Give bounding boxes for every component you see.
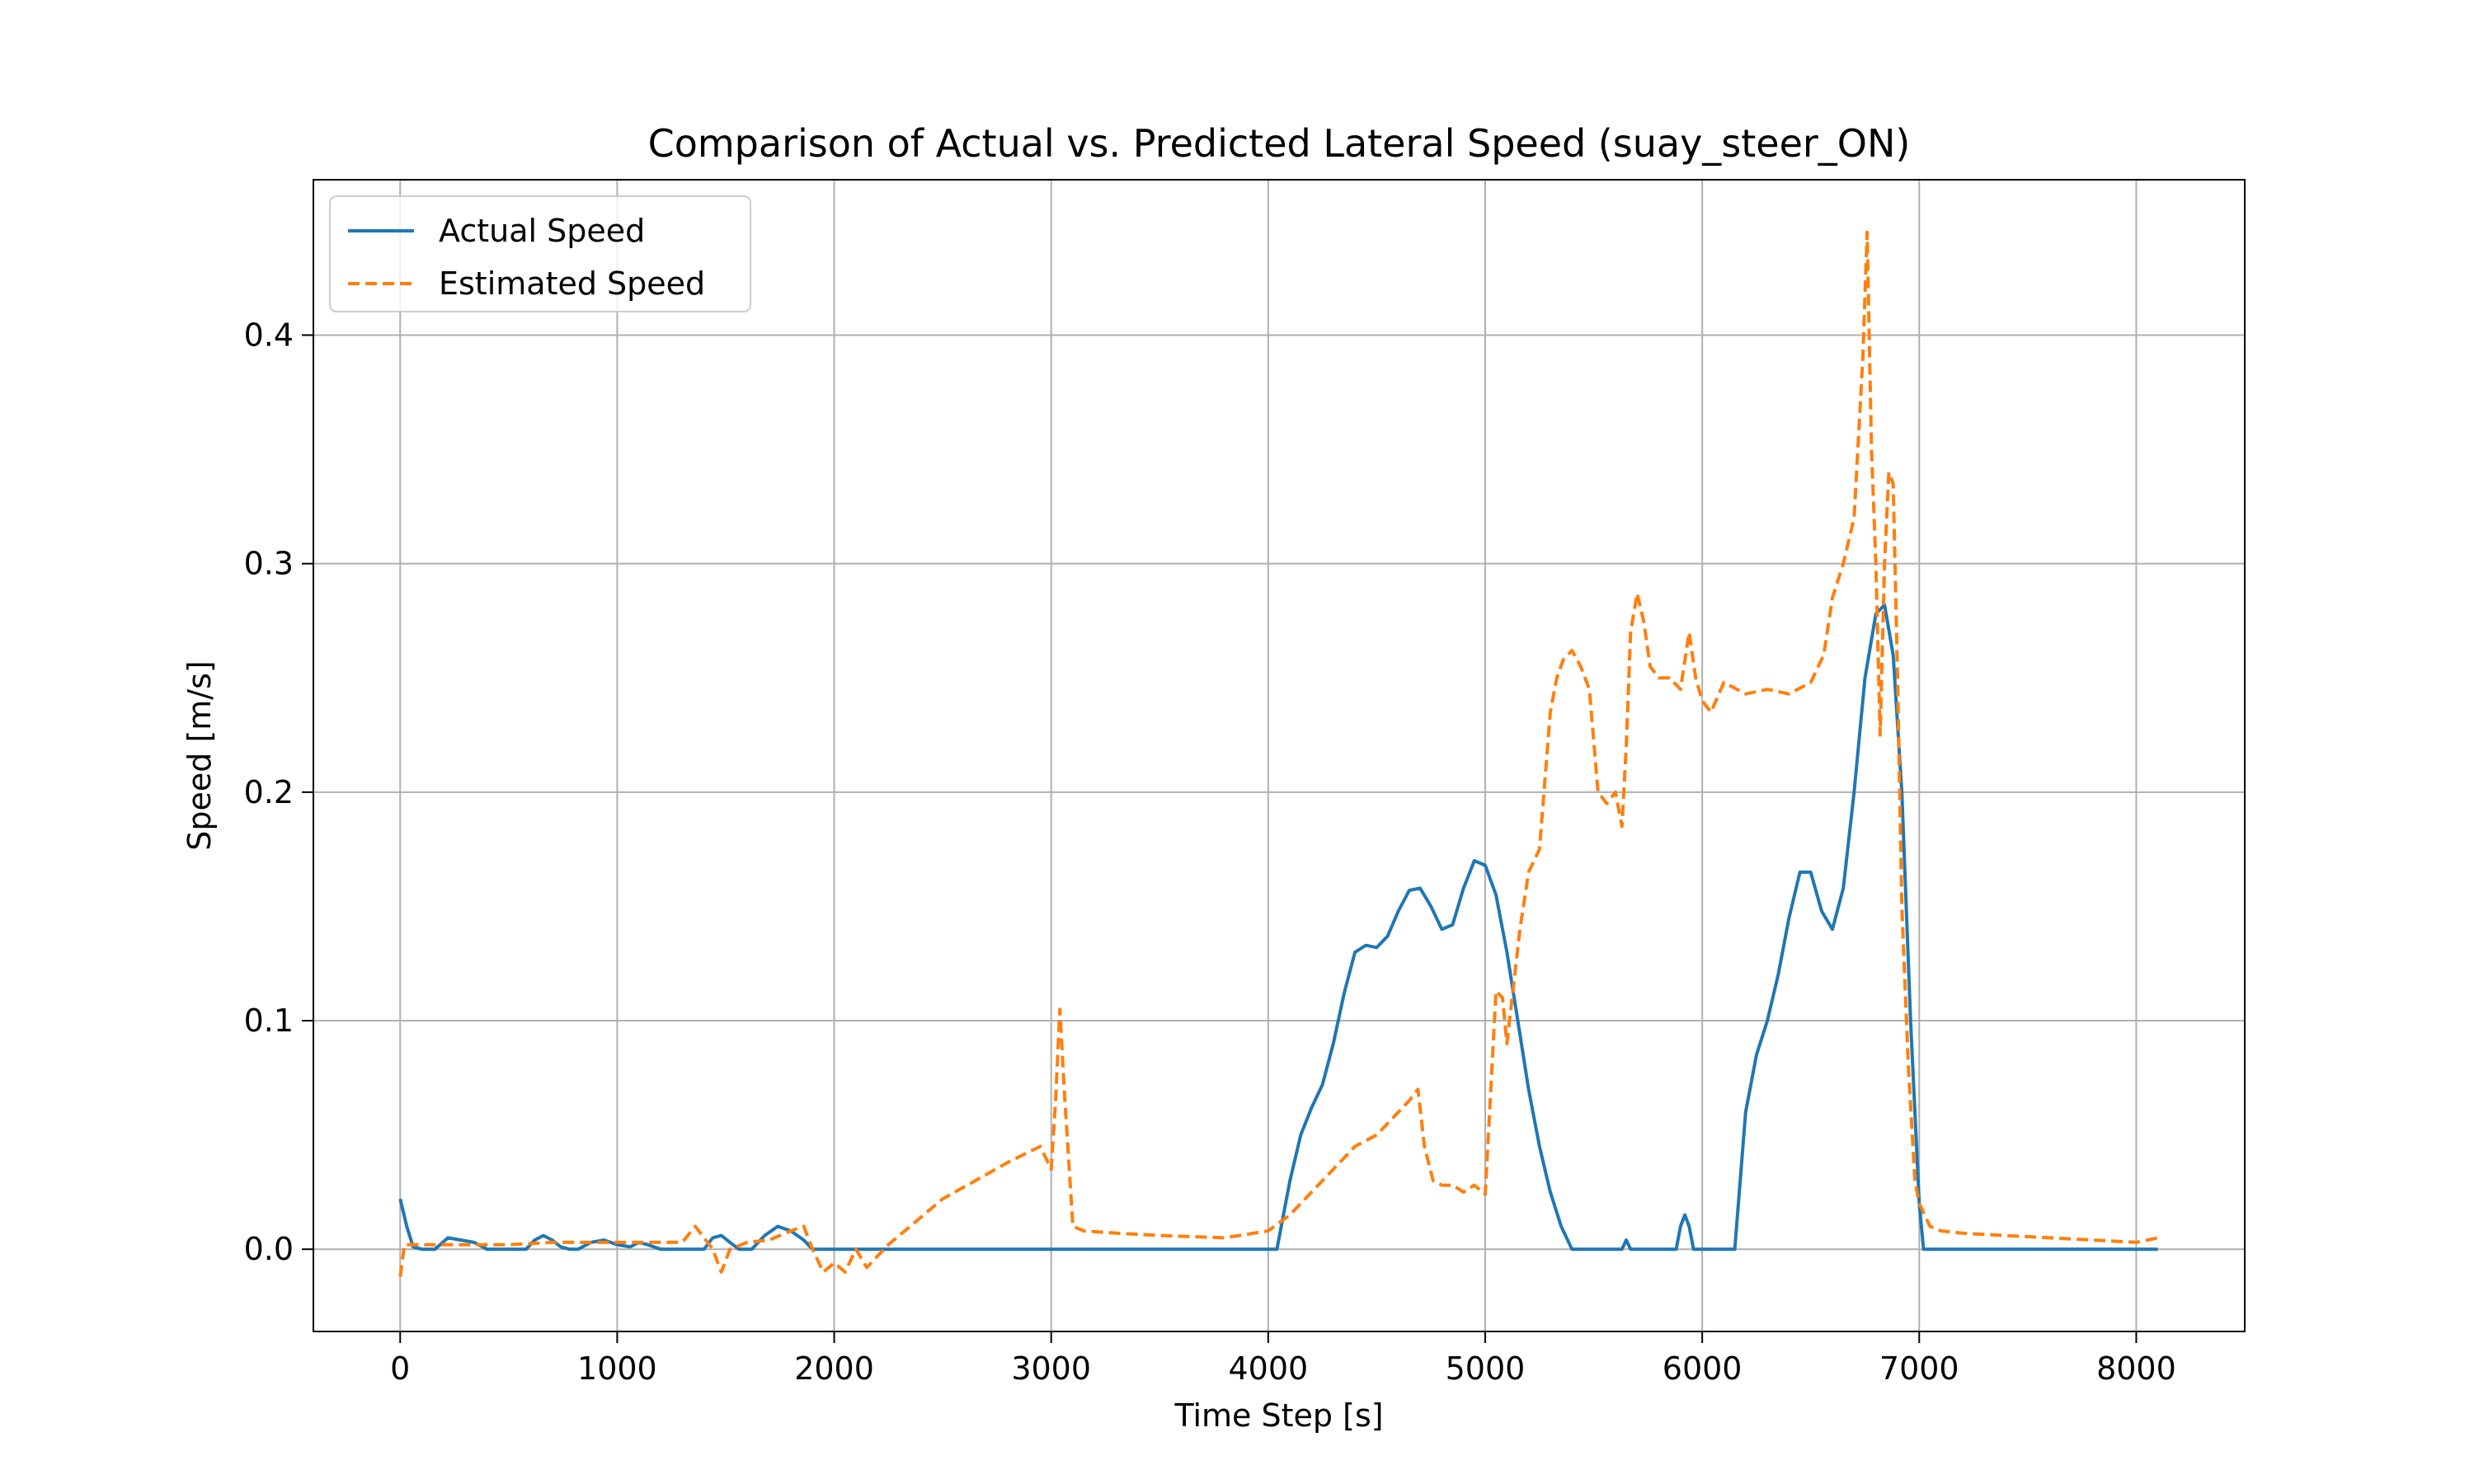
y-tick-label: 0.0 bbox=[244, 1231, 294, 1267]
series-group bbox=[398, 230, 2159, 1277]
chart-title: Comparison of Actual vs. Predicted Later… bbox=[648, 121, 1911, 166]
legend: Actual Speed Estimated Speed bbox=[329, 195, 751, 312]
x-tick-label: 7000 bbox=[1879, 1350, 1959, 1387]
x-tick-label: 1000 bbox=[577, 1350, 657, 1387]
x-tick-label: 6000 bbox=[1663, 1350, 1743, 1387]
y-tick-label: 0.4 bbox=[244, 317, 294, 353]
y-tick-label: 0.2 bbox=[244, 774, 294, 810]
series-line-estimated-speed bbox=[398, 230, 2159, 1277]
legend-label-actual: Actual Speed bbox=[439, 213, 645, 249]
x-tick-label: 3000 bbox=[1011, 1350, 1091, 1387]
y-tick-label: 0.3 bbox=[244, 546, 294, 582]
legend-box bbox=[329, 195, 751, 312]
legend-label-estimated: Estimated Speed bbox=[439, 265, 705, 302]
x-tick-label: 8000 bbox=[2096, 1350, 2176, 1387]
x-tick-label: 0 bbox=[390, 1350, 410, 1387]
x-axis-label: Time Step [s] bbox=[1174, 1397, 1383, 1434]
x-tick-label: 2000 bbox=[794, 1350, 874, 1387]
ticks: 0 1000 2000 3000 4000 5000 6000 7000 8000 0.0 0.1 0… bbox=[244, 317, 2176, 1387]
x-tick-label: 4000 bbox=[1228, 1350, 1308, 1387]
plot-frame bbox=[313, 179, 2246, 1332]
y-axis-label: Speed [m/s] bbox=[181, 660, 218, 850]
x-tick-label: 5000 bbox=[1446, 1350, 1526, 1387]
y-tick-label: 0.1 bbox=[244, 1003, 294, 1039]
